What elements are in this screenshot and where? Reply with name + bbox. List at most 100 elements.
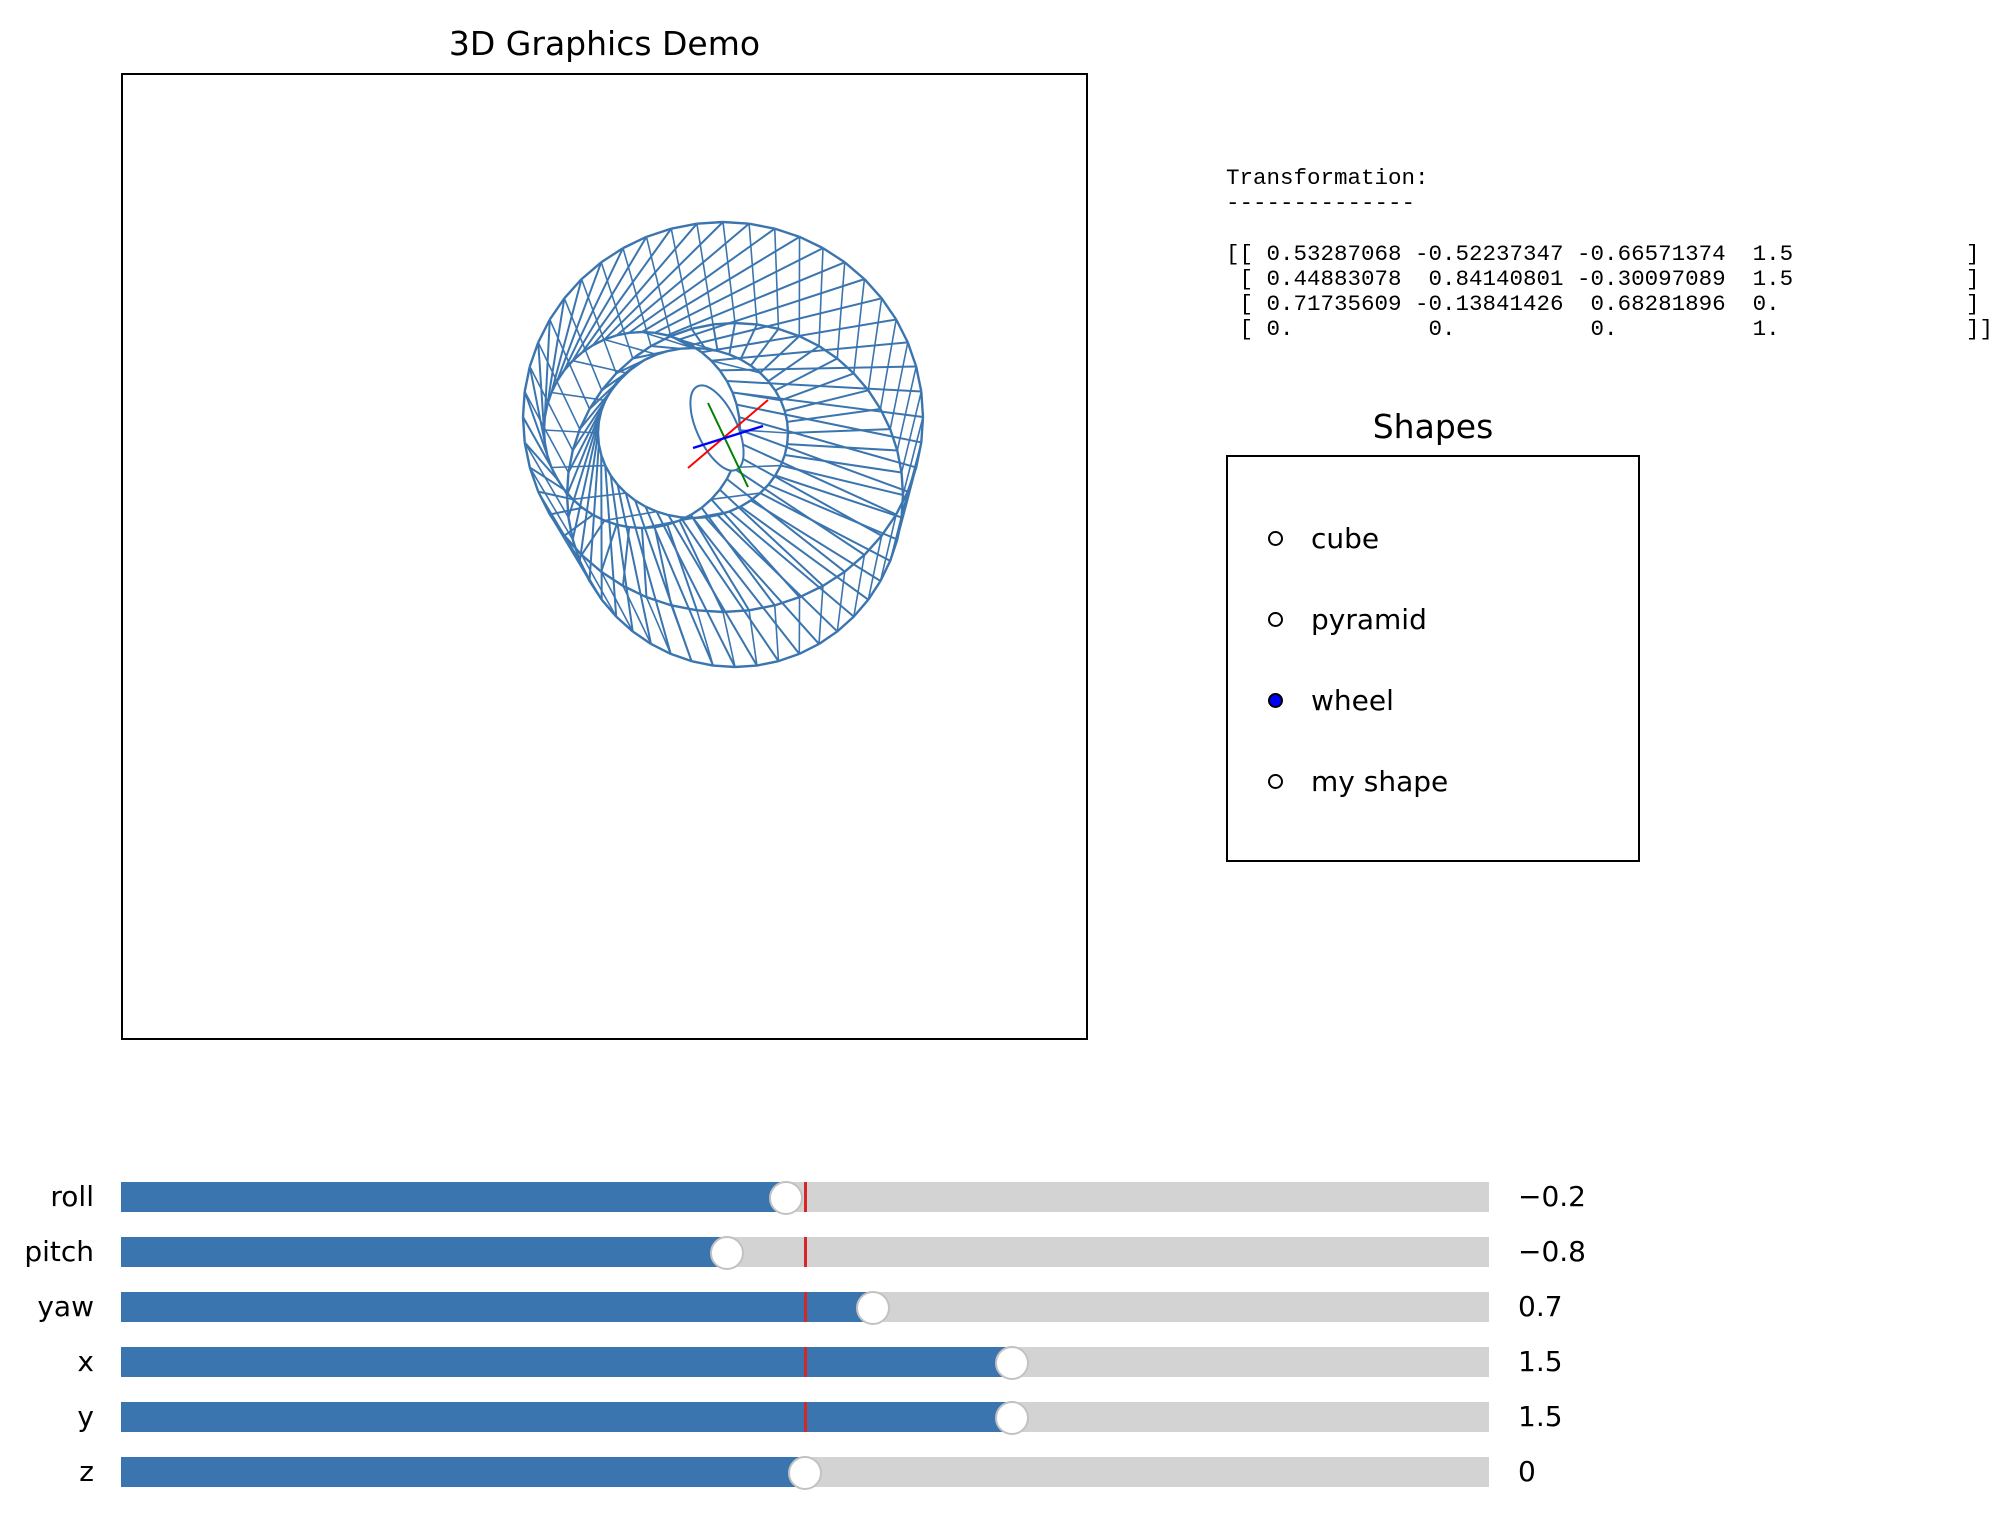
- wheel-rim-link: [879, 514, 897, 582]
- wheel-edge: [843, 553, 866, 573]
- wheel-spoke: [529, 466, 565, 491]
- wheel-spoke: [739, 505, 869, 601]
- wheel-spoke: [600, 524, 618, 573]
- slider-track[interactable]: [121, 1401, 1489, 1435]
- 3d-viewport[interactable]: [121, 73, 1088, 1040]
- wheel-spoke: [728, 322, 736, 355]
- wheel-edge: [798, 335, 820, 348]
- wheel-spoke: [759, 335, 800, 374]
- wheel-spoke: [634, 500, 693, 662]
- wheel-rim-link: [600, 571, 634, 632]
- wheel-edge: [600, 247, 624, 264]
- wheel-edge: [843, 261, 866, 281]
- wheel-wireframe: [521, 220, 925, 669]
- wheel-edge: [852, 598, 870, 618]
- wheel-rim-link: [645, 596, 672, 655]
- wheel-spoke: [787, 428, 891, 434]
- slider-track[interactable]: [121, 1346, 1489, 1380]
- wheel-edge: [646, 227, 672, 238]
- wheel-edge: [632, 345, 652, 360]
- wheel-spoke: [716, 514, 838, 633]
- wheel-edge: [852, 372, 870, 392]
- radio-button-icon[interactable]: [1268, 773, 1283, 789]
- wheel-edge: [818, 630, 838, 645]
- radio-label: cube: [1311, 521, 1380, 555]
- wheel-edge: [774, 227, 800, 238]
- wheel-hub-link: [641, 517, 694, 529]
- wheel-edge: [756, 659, 779, 667]
- wheel-spoke: [601, 358, 647, 392]
- slider-track[interactable]: [121, 1236, 1489, 1270]
- wheel-edge: [739, 358, 752, 367]
- wheel-spoke: [736, 403, 922, 444]
- wheel-spoke: [774, 357, 838, 392]
- wheel-edge: [889, 428, 899, 451]
- wheel-edge: [722, 220, 750, 225]
- wheel-spoke: [679, 278, 865, 341]
- radio-button-icon[interactable]: [1268, 692, 1283, 708]
- wheel-edge: [735, 404, 741, 418]
- wheel-edge: [690, 506, 703, 516]
- wheel-rim-link: [696, 610, 714, 666]
- slider-handle[interactable]: [768, 1181, 803, 1215]
- slider-handle[interactable]: [856, 1291, 891, 1325]
- wheel-spoke: [738, 416, 917, 469]
- wheel-edge: [634, 499, 647, 508]
- wheel-edge: [750, 492, 761, 502]
- slider-handle[interactable]: [994, 1346, 1029, 1380]
- slider-handle[interactable]: [994, 1401, 1029, 1435]
- wheel-edge: [523, 366, 531, 392]
- slider-initial-marker: [803, 1292, 807, 1322]
- slider-track[interactable]: [121, 1181, 1489, 1215]
- wheel-spoke: [750, 328, 780, 367]
- wheel-spoke: [759, 492, 891, 562]
- slider-label: roll: [50, 1180, 94, 1213]
- wheel-spoke: [523, 391, 549, 456]
- wheel-hub-link: [604, 338, 657, 356]
- wheel-spoke: [784, 389, 869, 412]
- wheel-rim-link: [773, 228, 780, 329]
- radio-option-pyramid[interactable]: pyramid: [1268, 594, 1427, 644]
- wheel-hub-link: [641, 331, 694, 349]
- wheel-rim-link: [896, 467, 917, 540]
- radio-button-icon[interactable]: [1268, 530, 1283, 546]
- wheel-rim-link: [896, 366, 917, 451]
- radio-option-cube[interactable]: cube: [1268, 513, 1379, 563]
- wheel-spoke: [609, 475, 634, 632]
- radio-option-my-shape[interactable]: my shape: [1268, 756, 1448, 806]
- wheel-edge: [567, 450, 574, 473]
- wheel-rim-link: [900, 391, 923, 473]
- wheel-rim-link: [670, 228, 693, 330]
- wheel-edge: [778, 652, 800, 663]
- wheel-hub-link: [711, 359, 761, 374]
- wheel-edge: [725, 380, 734, 394]
- radio-option-wheel[interactable]: wheel: [1268, 675, 1394, 725]
- wheel-hub-link: [732, 391, 781, 402]
- wheel-edge: [565, 494, 570, 518]
- wheel-edge: [666, 334, 680, 341]
- wheel-rim-link: [522, 416, 568, 496]
- wheel-rim-link: [537, 491, 581, 562]
- wheel-rim-link: [889, 342, 909, 430]
- wheel-spoke: [767, 345, 820, 383]
- slider-handle[interactable]: [710, 1236, 745, 1270]
- wheel-edge: [521, 391, 526, 418]
- wheel-edge: [646, 596, 672, 607]
- wheel-spoke: [604, 465, 618, 617]
- radio-button-icon[interactable]: [1268, 611, 1283, 627]
- wheel-edge: [671, 604, 698, 612]
- wheel-edge: [650, 642, 672, 655]
- wheel-rim-link: [902, 416, 924, 496]
- wheel-spoke: [690, 328, 707, 350]
- slider-track[interactable]: [121, 1291, 1489, 1325]
- wheel-spoke: [690, 514, 750, 611]
- wheel-spoke: [679, 516, 780, 662]
- wheel-spoke: [784, 454, 902, 474]
- wheel-spoke: [667, 514, 758, 667]
- slider-handle[interactable]: [788, 1456, 822, 1490]
- slider-track[interactable]: [121, 1456, 1489, 1490]
- wheel-edge: [691, 659, 714, 667]
- wheel-edge: [705, 513, 718, 519]
- wheel-edge: [691, 323, 714, 331]
- wheel-edge: [650, 335, 672, 348]
